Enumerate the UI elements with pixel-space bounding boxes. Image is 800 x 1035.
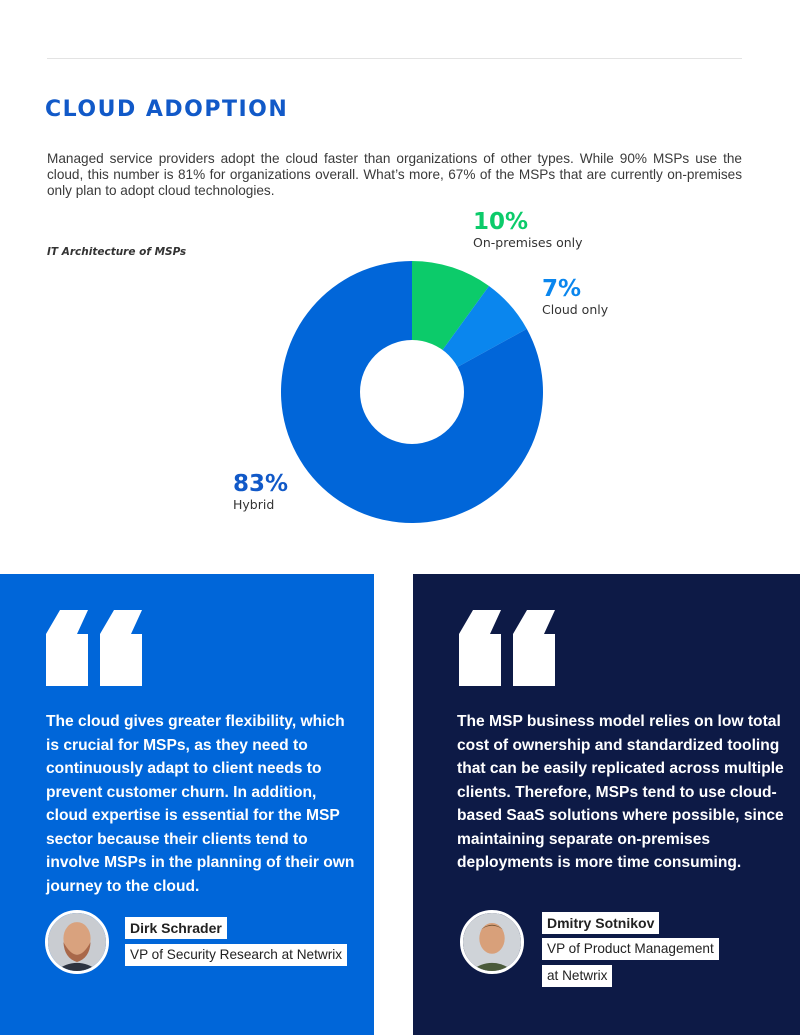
author-role: VP of Security Research at Netwrix [125, 944, 348, 966]
slice-name-cloud-only: Cloud only [542, 302, 609, 317]
slice-value-hybrid: 83% [233, 471, 289, 497]
donut-hole [360, 340, 464, 444]
slice-name-on-premises: On-premises only [473, 235, 583, 250]
author-role-line2: at Netwrix [542, 965, 613, 987]
chart-title: IT Architecture of MSPs [47, 246, 187, 258]
donut-chart [281, 261, 543, 523]
quote-open-icon [459, 610, 555, 686]
slice-value-cloud-only: 7% [542, 276, 582, 302]
author-name: Dirk Schrader [125, 917, 227, 939]
slice-label-hybrid: 83% Hybrid [233, 471, 288, 513]
quote-open-icon [46, 610, 142, 686]
intro-paragraph: Managed service providers adopt the clou… [47, 151, 742, 198]
person-avatar-icon [45, 910, 109, 974]
slice-value-on-premises: 10% [473, 209, 529, 235]
quote-text: The MSP business model relies on low tot… [457, 713, 784, 871]
quote-panel-left: The cloud gives greater flexibility, whi… [0, 574, 374, 1035]
top-divider [47, 58, 742, 59]
section-title: CLOUD ADOPTION [45, 97, 289, 122]
slice-name-hybrid: Hybrid [233, 497, 275, 512]
slice-label-on-premises: 10% On-premises only [473, 209, 583, 251]
quote-text: The cloud gives greater flexibility, whi… [46, 713, 355, 895]
quote-panel-right: The MSP business model relies on low tot… [413, 574, 800, 1035]
author-name: Dmitry Sotnikov [542, 912, 660, 934]
author-role-line1: VP of Product Management [542, 938, 719, 960]
person-avatar-icon [460, 910, 524, 974]
slice-label-cloud-only: 7% Cloud only [542, 276, 608, 318]
